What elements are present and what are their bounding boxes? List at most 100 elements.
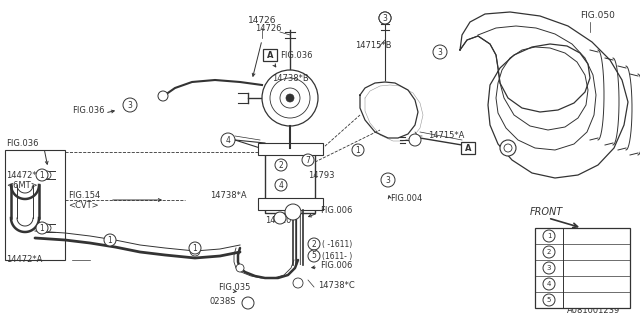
Polygon shape bbox=[360, 82, 418, 138]
Text: 2: 2 bbox=[278, 161, 284, 170]
Text: 5: 5 bbox=[312, 252, 316, 260]
Text: FIG.036: FIG.036 bbox=[280, 51, 312, 60]
Text: 14472*B: 14472*B bbox=[6, 171, 42, 180]
Circle shape bbox=[43, 171, 51, 179]
Circle shape bbox=[236, 264, 244, 272]
Text: F92209: F92209 bbox=[567, 231, 598, 241]
Text: 3: 3 bbox=[438, 47, 442, 57]
Bar bbox=[5, 150, 65, 260]
Text: 3: 3 bbox=[127, 100, 132, 109]
Circle shape bbox=[106, 236, 114, 244]
Circle shape bbox=[308, 250, 320, 262]
Text: 2: 2 bbox=[312, 239, 316, 249]
Circle shape bbox=[543, 262, 555, 274]
Text: 1: 1 bbox=[108, 236, 113, 244]
Circle shape bbox=[158, 91, 168, 101]
Circle shape bbox=[123, 98, 137, 112]
Text: A081001239: A081001239 bbox=[567, 306, 620, 315]
Text: 7: 7 bbox=[305, 156, 310, 164]
Text: 14738*B: 14738*B bbox=[272, 74, 308, 83]
Text: FIG.036: FIG.036 bbox=[72, 106, 104, 115]
Circle shape bbox=[189, 242, 201, 254]
Circle shape bbox=[242, 297, 254, 309]
Text: J20881: J20881 bbox=[567, 279, 596, 289]
Polygon shape bbox=[460, 26, 596, 150]
Text: FIG.006: FIG.006 bbox=[320, 205, 353, 214]
Text: J20602: J20602 bbox=[567, 247, 596, 257]
Circle shape bbox=[270, 78, 310, 118]
Circle shape bbox=[504, 144, 512, 152]
Circle shape bbox=[285, 204, 301, 220]
Circle shape bbox=[275, 159, 287, 171]
Circle shape bbox=[543, 278, 555, 290]
Text: 14715*B: 14715*B bbox=[355, 41, 392, 50]
Text: 14710: 14710 bbox=[265, 215, 291, 225]
Circle shape bbox=[381, 173, 395, 187]
Text: 3: 3 bbox=[383, 13, 387, 22]
Text: FIG.036: FIG.036 bbox=[6, 139, 38, 148]
Bar bbox=[263, 49, 277, 61]
Circle shape bbox=[262, 70, 318, 126]
Text: 14726: 14726 bbox=[255, 23, 282, 33]
Text: 14738*A: 14738*A bbox=[210, 190, 246, 199]
Bar bbox=[265, 148, 315, 213]
Text: FRONT: FRONT bbox=[530, 207, 563, 217]
Text: 5: 5 bbox=[547, 297, 551, 303]
Text: 4: 4 bbox=[547, 281, 551, 287]
Text: 3: 3 bbox=[547, 265, 551, 271]
Circle shape bbox=[500, 140, 516, 156]
Text: FIG.050: FIG.050 bbox=[580, 11, 615, 20]
Text: J2098: J2098 bbox=[567, 263, 591, 273]
Text: FIG.004: FIG.004 bbox=[390, 194, 422, 203]
Circle shape bbox=[352, 144, 364, 156]
Circle shape bbox=[379, 12, 391, 24]
Circle shape bbox=[190, 246, 200, 256]
Text: 14738*C: 14738*C bbox=[318, 282, 355, 291]
Bar bbox=[535, 228, 630, 308]
Text: 1: 1 bbox=[193, 244, 197, 252]
Text: (1611- ): (1611- ) bbox=[322, 252, 352, 260]
Text: 1: 1 bbox=[40, 223, 44, 233]
Polygon shape bbox=[460, 12, 628, 178]
Text: FIG.154: FIG.154 bbox=[68, 190, 100, 199]
Circle shape bbox=[308, 238, 320, 250]
Text: 0238S: 0238S bbox=[210, 298, 237, 307]
Text: J20601: J20601 bbox=[567, 295, 596, 305]
Text: <6MT>: <6MT> bbox=[6, 180, 38, 189]
Text: A: A bbox=[465, 143, 471, 153]
Circle shape bbox=[104, 234, 116, 246]
Text: <CVT>: <CVT> bbox=[68, 201, 99, 210]
Circle shape bbox=[274, 212, 286, 224]
Circle shape bbox=[293, 278, 303, 288]
Text: 14726: 14726 bbox=[248, 15, 276, 25]
Circle shape bbox=[302, 154, 314, 166]
Text: 4: 4 bbox=[225, 135, 230, 145]
Text: 3: 3 bbox=[385, 175, 390, 185]
Circle shape bbox=[221, 133, 235, 147]
Circle shape bbox=[543, 294, 555, 306]
Circle shape bbox=[280, 88, 300, 108]
Circle shape bbox=[543, 246, 555, 258]
Text: 14472*A: 14472*A bbox=[6, 255, 42, 265]
Text: 14793: 14793 bbox=[308, 171, 335, 180]
Text: ( -1611): ( -1611) bbox=[322, 239, 352, 249]
Bar bbox=[461, 142, 475, 154]
Circle shape bbox=[43, 224, 51, 232]
Circle shape bbox=[543, 230, 555, 242]
Text: 1: 1 bbox=[40, 171, 44, 180]
Text: 2: 2 bbox=[547, 249, 551, 255]
Circle shape bbox=[433, 45, 447, 59]
Circle shape bbox=[379, 12, 391, 24]
Text: 4: 4 bbox=[278, 180, 284, 189]
Text: 1: 1 bbox=[547, 233, 551, 239]
Circle shape bbox=[286, 94, 294, 102]
Circle shape bbox=[36, 222, 48, 234]
Circle shape bbox=[275, 179, 287, 191]
Bar bbox=[258, 198, 323, 210]
Text: FIG.035: FIG.035 bbox=[218, 284, 250, 292]
Bar bbox=[258, 143, 323, 155]
Text: 14715*A: 14715*A bbox=[428, 131, 465, 140]
Text: 1: 1 bbox=[356, 146, 360, 155]
Circle shape bbox=[36, 169, 48, 181]
Text: A: A bbox=[267, 51, 273, 60]
